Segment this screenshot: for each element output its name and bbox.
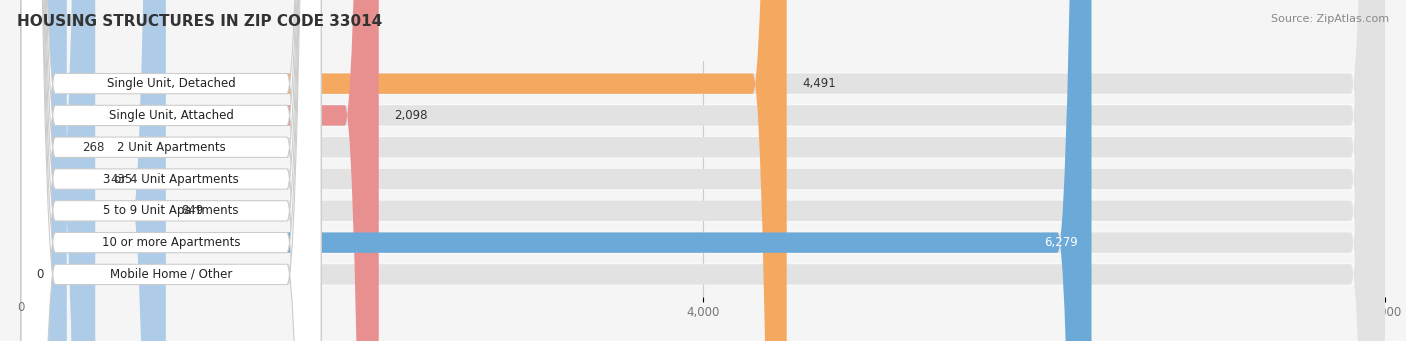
FancyBboxPatch shape: [21, 0, 66, 341]
Text: HOUSING STRUCTURES IN ZIP CODE 33014: HOUSING STRUCTURES IN ZIP CODE 33014: [17, 14, 382, 29]
FancyBboxPatch shape: [21, 0, 321, 341]
Text: Single Unit, Attached: Single Unit, Attached: [108, 109, 233, 122]
Text: 849: 849: [181, 204, 204, 217]
Text: 2,098: 2,098: [394, 109, 427, 122]
FancyBboxPatch shape: [21, 0, 321, 341]
FancyBboxPatch shape: [21, 263, 1385, 286]
FancyBboxPatch shape: [21, 231, 1385, 254]
Text: Single Unit, Detached: Single Unit, Detached: [107, 77, 235, 90]
FancyBboxPatch shape: [21, 0, 96, 341]
FancyBboxPatch shape: [21, 0, 321, 341]
FancyBboxPatch shape: [21, 0, 321, 341]
Text: 10 or more Apartments: 10 or more Apartments: [101, 236, 240, 249]
FancyBboxPatch shape: [21, 72, 1385, 95]
FancyBboxPatch shape: [21, 0, 1091, 341]
FancyBboxPatch shape: [21, 136, 1385, 159]
Text: 0: 0: [37, 268, 44, 281]
Text: 268: 268: [82, 141, 104, 154]
Text: 6,279: 6,279: [1045, 236, 1078, 249]
Text: 4,491: 4,491: [801, 77, 835, 90]
Text: Source: ZipAtlas.com: Source: ZipAtlas.com: [1271, 14, 1389, 24]
Text: 0: 0: [17, 301, 25, 314]
FancyBboxPatch shape: [21, 0, 1385, 341]
Text: Mobile Home / Other: Mobile Home / Other: [110, 268, 232, 281]
FancyBboxPatch shape: [21, 0, 1385, 341]
FancyBboxPatch shape: [21, 0, 1385, 341]
Text: 5 to 9 Unit Apartments: 5 to 9 Unit Apartments: [104, 204, 239, 217]
Text: 435: 435: [111, 173, 132, 186]
FancyBboxPatch shape: [21, 0, 1385, 341]
FancyBboxPatch shape: [21, 104, 1385, 127]
FancyBboxPatch shape: [21, 0, 321, 341]
Text: 2 Unit Apartments: 2 Unit Apartments: [117, 141, 225, 154]
FancyBboxPatch shape: [21, 0, 1385, 341]
FancyBboxPatch shape: [21, 199, 1385, 222]
FancyBboxPatch shape: [21, 0, 1385, 341]
Text: 3 or 4 Unit Apartments: 3 or 4 Unit Apartments: [103, 173, 239, 186]
FancyBboxPatch shape: [21, 0, 378, 341]
FancyBboxPatch shape: [21, 167, 1385, 191]
FancyBboxPatch shape: [21, 0, 166, 341]
FancyBboxPatch shape: [21, 0, 1385, 341]
FancyBboxPatch shape: [21, 0, 787, 341]
FancyBboxPatch shape: [21, 0, 321, 341]
FancyBboxPatch shape: [21, 0, 321, 341]
